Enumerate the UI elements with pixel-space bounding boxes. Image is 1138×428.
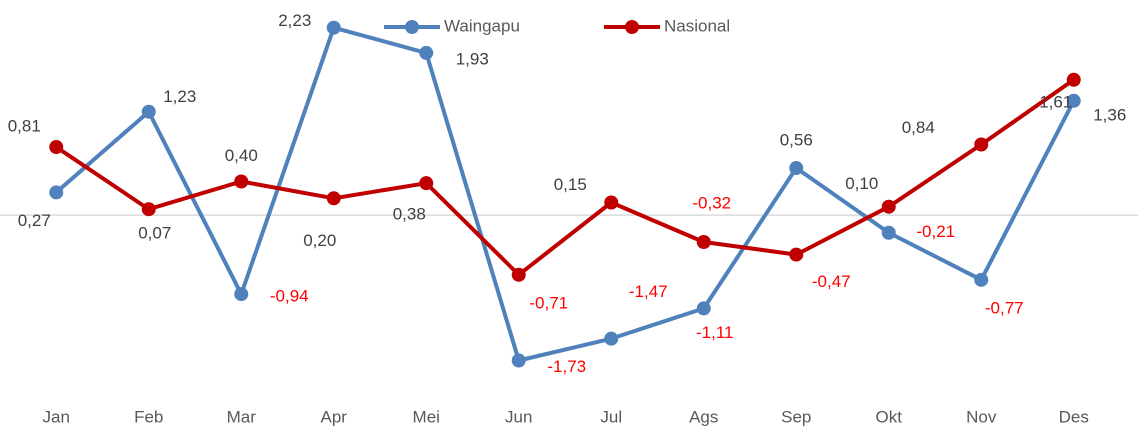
point: [604, 195, 619, 210]
point: [419, 45, 434, 60]
series-line: [55, 78, 1075, 277]
x-tick-label: Mei: [413, 407, 440, 426]
data-label: 0,84: [902, 118, 935, 137]
point: [419, 176, 434, 191]
data-label: 0,20: [303, 231, 336, 250]
x-tick-label: Okt: [876, 407, 903, 426]
point: [234, 174, 249, 189]
data-label: -0,71: [529, 293, 568, 312]
point: [326, 191, 341, 206]
point: [696, 301, 711, 316]
x-tick-label: Jun: [505, 407, 532, 426]
data-label: 1,23: [163, 87, 196, 106]
point: [974, 272, 989, 287]
point: [1066, 72, 1081, 87]
data-label: -1,73: [547, 357, 586, 376]
x-tick-label: Ags: [689, 407, 718, 426]
data-label: 0,27: [18, 211, 51, 230]
data-label: 0,40: [225, 146, 258, 165]
series-line: [54, 25, 1076, 363]
data-label: 0,38: [393, 205, 426, 224]
data-label: 0,56: [780, 131, 813, 150]
point: [511, 267, 526, 282]
data-label: -1,47: [629, 282, 668, 301]
data-label: 0,81: [8, 117, 41, 136]
x-tick-label: Jul: [600, 407, 622, 426]
point: [1066, 93, 1081, 108]
x-tick-label: Feb: [134, 407, 163, 426]
point: [974, 137, 989, 152]
point: [789, 247, 804, 262]
point: [696, 235, 711, 249]
data-label: 2,23: [278, 11, 311, 30]
data-label: 1,36: [1093, 105, 1126, 124]
point: [604, 331, 619, 346]
data-label: -0,32: [692, 193, 731, 212]
point: [881, 225, 896, 240]
x-tick-label: Sep: [781, 407, 811, 426]
x-tick-label: Nov: [966, 407, 997, 426]
x-tick-label: Des: [1059, 407, 1089, 426]
data-label: -0,21: [916, 222, 955, 241]
point: [49, 185, 64, 200]
data-label: 0,10: [845, 174, 878, 193]
point: [141, 104, 156, 119]
point: [511, 353, 526, 368]
point: [234, 287, 249, 302]
legend-marker: [405, 20, 419, 34]
data-label: -0,94: [270, 287, 309, 306]
data-label: 1,93: [456, 49, 489, 68]
x-tick-label: Apr: [321, 407, 348, 426]
data-label: -0,47: [812, 272, 851, 291]
point: [789, 161, 804, 176]
point: [881, 199, 896, 214]
point: [141, 202, 156, 217]
point: [326, 20, 341, 35]
legend-label: Waingapu: [444, 16, 520, 35]
data-label: -1,11: [696, 323, 734, 342]
legend-marker: [625, 20, 639, 34]
data-label: 0,15: [554, 175, 587, 194]
x-tick-label: Jan: [43, 407, 70, 426]
point: [49, 140, 64, 155]
data-label: 1,61: [1039, 92, 1072, 111]
x-tick-label: Mar: [227, 407, 257, 426]
data-label: 0,07: [138, 224, 171, 243]
legend-label: Nasional: [664, 16, 730, 35]
data-label: -0,77: [985, 298, 1024, 317]
